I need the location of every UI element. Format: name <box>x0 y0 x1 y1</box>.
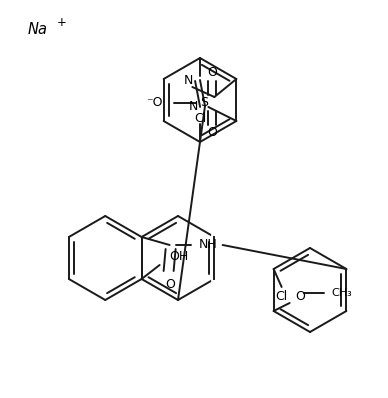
Text: Cl: Cl <box>275 291 288 304</box>
Text: OH: OH <box>170 250 189 263</box>
Text: Na: Na <box>28 22 48 37</box>
Text: N: N <box>183 74 193 86</box>
Text: ⁻O: ⁻O <box>146 96 162 109</box>
Text: S: S <box>200 96 208 109</box>
Text: O: O <box>296 291 305 304</box>
Text: CH₃: CH₃ <box>332 288 352 298</box>
Text: O: O <box>166 279 175 291</box>
Text: O: O <box>208 127 217 140</box>
Text: N: N <box>188 100 198 113</box>
Text: NH: NH <box>199 238 217 252</box>
Text: O: O <box>208 66 217 80</box>
Text: Cl: Cl <box>194 111 206 125</box>
Text: +: + <box>57 16 67 29</box>
